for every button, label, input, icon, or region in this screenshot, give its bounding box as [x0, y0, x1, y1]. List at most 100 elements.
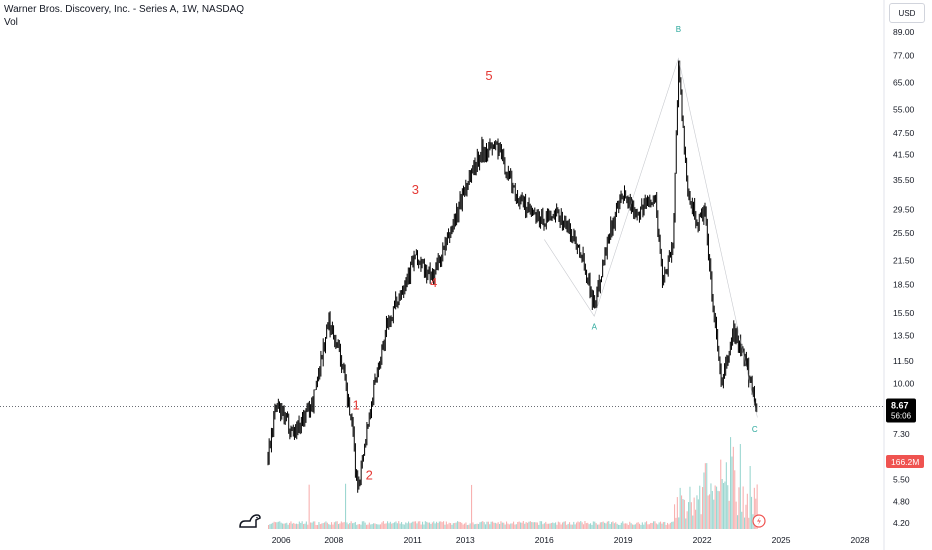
- volume-bar: [536, 522, 538, 529]
- volume-bar: [648, 524, 650, 529]
- volume-bar: [671, 521, 673, 529]
- volume-bar: [529, 521, 531, 529]
- volume-bar: [606, 521, 608, 529]
- volume-bar: [298, 521, 300, 529]
- volume-bar: [581, 522, 583, 529]
- volume-bar: [707, 495, 709, 529]
- y-tick-label: 5.50: [893, 475, 910, 485]
- y-tick-label: 25.50: [893, 228, 915, 238]
- volume-bar: [423, 524, 425, 529]
- lightning-event-icon[interactable]: [752, 514, 766, 528]
- volume-bar: [695, 509, 697, 529]
- volume-bar: [525, 522, 527, 529]
- volume-bar: [751, 496, 753, 529]
- volume-bar: [469, 523, 471, 529]
- volume-bar: [430, 523, 432, 529]
- volume-bar: [689, 486, 691, 529]
- volume-bar: [501, 522, 503, 529]
- volume-bar: [325, 521, 327, 529]
- volume-bar: [322, 523, 324, 529]
- volume-bar: [578, 522, 580, 529]
- volume-bar: [664, 521, 666, 529]
- volume-bar: [277, 521, 279, 529]
- volume-bar: [459, 522, 461, 529]
- volume-bar: [366, 524, 368, 529]
- volume-bar: [550, 522, 552, 529]
- volume-bar: [375, 524, 377, 529]
- volume-bar: [515, 524, 517, 529]
- volume-bar: [406, 523, 408, 529]
- volume-bar: [522, 521, 524, 529]
- wave-label: 5: [485, 68, 492, 83]
- volume-bar: [711, 490, 713, 529]
- volume-bar: [570, 524, 572, 529]
- volume-bar: [354, 521, 356, 529]
- volume-bar: [518, 521, 520, 529]
- volume-bar: [669, 522, 671, 529]
- volume-bar: [405, 522, 407, 529]
- y-tick-label: 4.20: [893, 518, 910, 528]
- wave-label: 1: [353, 398, 360, 413]
- volume-bar: [499, 523, 501, 529]
- volume-bar: [276, 522, 278, 529]
- volume-bar: [283, 523, 285, 529]
- volume-bar: [403, 524, 405, 529]
- volume-bar: [389, 521, 391, 529]
- volume-bar: [343, 522, 345, 529]
- volume-bar: [440, 521, 442, 529]
- volume-bar: [542, 524, 544, 529]
- volume-bar: [314, 521, 316, 529]
- volume-bar: [332, 524, 334, 529]
- volume-bar: [611, 522, 613, 529]
- volume-bar: [748, 517, 750, 529]
- x-tick-label: 2022: [693, 535, 712, 545]
- volume-bar: [335, 521, 337, 529]
- volume-bar: [706, 463, 708, 529]
- volume-bar: [387, 521, 389, 529]
- volume-bar: [416, 523, 418, 529]
- y-tick-label: 29.50: [893, 205, 915, 215]
- x-tick-label: 2008: [324, 535, 343, 545]
- volume-bar: [725, 462, 727, 529]
- volume-bar: [704, 463, 706, 529]
- x-tick-label: 2019: [614, 535, 633, 545]
- volume-bar: [360, 524, 362, 529]
- volume-bar: [424, 521, 426, 529]
- volume-bar: [269, 524, 271, 529]
- volume-bar: [696, 495, 698, 529]
- volume-bar: [489, 524, 491, 529]
- volume-bar: [399, 523, 401, 529]
- logo-eye: [256, 516, 258, 519]
- volume-bar: [587, 522, 589, 529]
- volume-bar: [732, 446, 734, 529]
- volume-bar: [599, 522, 601, 529]
- volume-bar: [749, 466, 751, 529]
- volume-bar: [336, 521, 338, 529]
- y-tick-label: 47.50: [893, 128, 915, 138]
- volume-bar: [604, 522, 606, 529]
- volume-bar: [479, 522, 481, 529]
- volume-bar: [532, 522, 534, 529]
- volume-bar: [443, 521, 445, 529]
- volume-bar: [492, 521, 494, 529]
- volume-bar: [441, 522, 443, 529]
- volume-bar: [548, 523, 550, 529]
- volume-bar: [305, 521, 307, 529]
- volume-bar: [268, 524, 270, 529]
- volume-bar: [626, 523, 628, 529]
- volume-bar: [303, 523, 305, 529]
- volume-bar: [513, 521, 515, 529]
- volume-bar: [270, 523, 272, 529]
- y-tick-label: 65.00: [893, 78, 915, 88]
- volume-bar: [321, 523, 323, 529]
- currency-button[interactable]: USD: [889, 3, 925, 23]
- volume-bar: [685, 518, 687, 529]
- volume-bar: [524, 523, 526, 529]
- volume-bar: [609, 524, 611, 529]
- wave-label: C: [752, 425, 758, 434]
- volume-bar: [496, 523, 498, 529]
- volume-bar: [644, 522, 646, 529]
- volume-bar: [338, 524, 340, 529]
- volume-bar: [630, 523, 632, 529]
